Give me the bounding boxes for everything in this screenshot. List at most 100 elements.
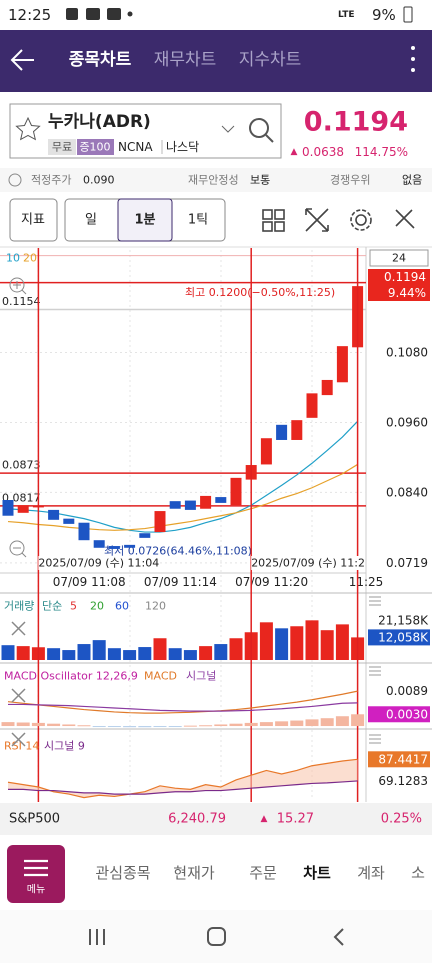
crosshair-label-bg: [38, 556, 151, 570]
badge: 무료: [52, 141, 72, 154]
status-icon: [107, 8, 121, 20]
candle-body: [276, 424, 288, 440]
candle-body: [321, 379, 333, 396]
badge-bg: [77, 139, 114, 155]
info-value: 0.090: [83, 174, 115, 187]
recent-apps[interactable]: [89, 929, 105, 945]
x-tick-label: 07/09 11:08: [53, 575, 126, 589]
tab-active[interactable]: 종목차트: [69, 50, 132, 70]
index-bar: [0, 803, 432, 835]
macd-hist: [168, 726, 182, 728]
legend: RSI 14: [4, 740, 39, 753]
ma-legend: 20: [23, 252, 37, 265]
index-value: 6,240.79: [168, 812, 226, 827]
price-tag: [368, 269, 430, 301]
macd-hist: [244, 722, 258, 727]
y-tick-label: 21,158K: [378, 613, 429, 627]
candle-body: [93, 540, 105, 548]
volume-bar: [229, 638, 243, 660]
info-label: 적정주가: [31, 174, 71, 187]
button-label[interactable]: 1틱: [188, 213, 208, 228]
volume-bar: [16, 646, 30, 660]
candle-body: [169, 501, 181, 509]
badge-bg: [48, 139, 76, 155]
candle-body: [124, 544, 136, 548]
candle-body: [154, 511, 166, 533]
indicator-button[interactable]: [9, 198, 58, 242]
status-icon: [66, 8, 78, 20]
index-pct: 0.25%: [381, 812, 422, 827]
volume-bar: [183, 650, 197, 660]
volume-bar: [47, 648, 61, 660]
change-pct: 114.75%: [355, 145, 408, 159]
y-tick-label: 0.0960: [386, 415, 428, 429]
more-menu[interactable]: [411, 46, 415, 72]
nav-item[interactable]: 현재가: [173, 864, 215, 882]
nav-item[interactable]: 차트: [303, 864, 331, 882]
info-label: 재무안정성: [188, 174, 239, 187]
search-icon[interactable]: [249, 118, 274, 143]
home-button[interactable]: [207, 927, 226, 946]
panel-close[interactable]: [11, 621, 26, 747]
volume-bar: [1, 645, 15, 660]
legend: 시그널: [186, 670, 216, 683]
info-value: 없음: [402, 174, 422, 187]
legend: 120: [145, 600, 166, 613]
tick-box: [368, 629, 430, 646]
period-selected[interactable]: [117, 198, 173, 242]
volume-bar: [275, 628, 289, 660]
nav-item[interactable]: 관심종목: [95, 864, 150, 882]
zoom-controls[interactable]: [9, 277, 27, 558]
tab[interactable]: 재무차트: [154, 50, 217, 70]
legend: 5: [70, 600, 77, 613]
y-tick-label: 0.0719: [386, 556, 428, 570]
tool-icons[interactable]: [262, 208, 415, 232]
info-label: 경쟁우위: [330, 174, 370, 187]
macd-hist: [320, 718, 334, 727]
candle-body: [184, 500, 196, 510]
candle-body: [17, 505, 29, 513]
index-change: 15.27: [277, 812, 314, 827]
macd-hist: [123, 726, 137, 728]
nav-item[interactable]: 계좌: [357, 864, 385, 882]
y-tick-label: 0.0840: [386, 485, 428, 499]
legend: MACD: [144, 670, 177, 683]
crosshair-label: 2025/07/09 (수) 11:2: [251, 557, 365, 570]
panel-menus[interactable]: [369, 596, 381, 744]
volume-bar: [153, 638, 167, 660]
back-nav[interactable]: [333, 928, 344, 946]
legend: 거래량: [4, 600, 34, 613]
volume-bar: [123, 650, 137, 660]
nav-item[interactable]: 주문: [249, 864, 277, 882]
macd-hist: [31, 722, 45, 727]
candle-body: [200, 495, 212, 509]
ticker: NCNA: [118, 140, 153, 154]
favorite-star[interactable]: [15, 116, 41, 141]
nav-item[interactable]: 소: [411, 864, 425, 882]
candle-body: [336, 346, 348, 383]
info-bar: [0, 168, 432, 192]
search-box[interactable]: [9, 103, 282, 159]
volume-bar: [335, 624, 349, 660]
back-button[interactable]: [10, 49, 34, 71]
ma-line: [7, 420, 359, 533]
index-name: S&P500: [9, 812, 60, 827]
candle-body: [230, 477, 242, 506]
macd-hist: [351, 714, 365, 727]
menu-icon: [24, 859, 48, 877]
macd-hist: [1, 722, 15, 727]
plot: 0.07190.08400.09600.10800.11540.08730.08…: [0, 248, 430, 802]
help-icon[interactable]: [8, 173, 22, 187]
tab[interactable]: 지수차트: [239, 50, 302, 70]
button-label[interactable]: 일: [85, 213, 97, 228]
dropdown[interactable]: [221, 125, 235, 133]
badge: 증100: [79, 141, 110, 154]
rsi-area: [8, 759, 358, 798]
volume-bar: [138, 647, 152, 660]
candle-body: [63, 518, 75, 524]
button-label[interactable]: 1분: [134, 213, 155, 228]
battery: 9%: [372, 6, 396, 24]
macd-hist: [62, 724, 76, 727]
volume-bar: [168, 648, 182, 660]
